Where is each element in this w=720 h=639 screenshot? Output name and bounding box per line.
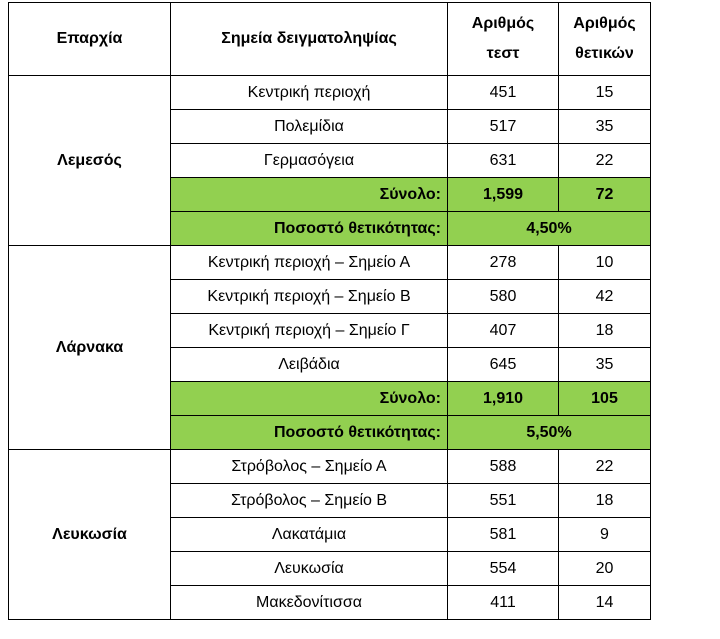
rate-label: Ποσοστό θετικότητας:	[170, 211, 448, 246]
table-row: Κεντρική περιοχή – Σημείο Γ 407 18	[9, 313, 651, 348]
number-cell: 15	[558, 75, 651, 110]
number-cell: 20	[558, 551, 651, 586]
province-cell: Λευκωσία	[8, 449, 171, 620]
header-cell: Σημεία δειγματοληψίας	[170, 2, 448, 76]
total-row: Σύνολο: 1,599 72	[9, 177, 651, 212]
site-cell: Στρόβολος – Σημείο Β	[170, 483, 448, 518]
site-cell: Κεντρική περιοχή – Σημείο Γ	[170, 313, 448, 348]
site-cell: Πολεμίδια	[170, 109, 448, 144]
site-cell: Κεντρική περιοχή – Σημείο Α	[170, 245, 448, 280]
number-cell: 407	[447, 313, 559, 348]
province-cell: Λάρνακα	[8, 245, 171, 450]
site-cell: Λειβάδια	[170, 347, 448, 382]
number-cell: 554	[447, 551, 559, 586]
total-tests: 1,910	[447, 381, 559, 416]
rate-value: 5,50%	[447, 415, 651, 450]
site-cell: Μακεδονίτισσα	[170, 585, 448, 620]
total-positives: 72	[558, 177, 651, 212]
header-cell: Αριθμός τεστ	[447, 2, 559, 76]
table-row: Κεντρική περιοχή – Σημείο Β 580 42	[9, 279, 651, 314]
rate-row: Ποσοστό θετικότητας: 4,50%	[9, 211, 651, 246]
data-table: Επαρχία Σημεία δειγματοληψίας Αριθμός τεστ…	[8, 2, 651, 620]
number-cell: 14	[558, 585, 651, 620]
table-row: Λευκωσία Στρόβολος – Σημείο Α 588 22	[8, 449, 651, 620]
table-row: Γερμασόγεια 631 22	[9, 143, 651, 178]
number-cell: 42	[558, 279, 651, 314]
rate-label: Ποσοστό θετικότητας:	[170, 415, 448, 450]
number-cell: 451	[447, 75, 559, 110]
number-cell: 35	[558, 109, 651, 144]
rate-value: 4,50%	[447, 211, 651, 246]
header-cell: Αριθμός θετικών	[558, 2, 651, 76]
table-row: Πολεμίδια 517 35	[9, 109, 651, 144]
number-cell: 580	[447, 279, 559, 314]
site-cell: Στρόβολος – Σημείο Α	[170, 449, 448, 484]
table-row: Λάρνακα Κεντρική περιοχή – Σημείο Α 278 10	[8, 245, 651, 450]
site-cell: Γερμασόγεια	[170, 143, 448, 178]
site-cell: Κεντρική περιοχή – Σημείο Β	[170, 279, 448, 314]
number-cell: 517	[447, 109, 559, 144]
number-cell: 9	[558, 517, 651, 552]
number-cell: 581	[447, 517, 559, 552]
site-cell: Κεντρική περιοχή	[170, 75, 448, 110]
number-cell: 18	[558, 483, 651, 518]
header-cell: Επαρχία	[8, 2, 171, 76]
site-cell: Λακατάμια	[170, 517, 448, 552]
total-positives: 105	[558, 381, 651, 416]
table-row: Μακεδονίτισσα 411 14	[9, 585, 651, 620]
number-cell: 10	[558, 245, 651, 280]
number-cell: 18	[558, 313, 651, 348]
number-cell: 588	[447, 449, 559, 484]
rate-row: Ποσοστό θετικότητας: 5,50%	[9, 415, 651, 450]
total-label: Σύνολο:	[170, 381, 448, 416]
number-cell: 411	[447, 585, 559, 620]
table-row: Λεμεσός Κεντρική περιοχή 451 15	[8, 75, 651, 246]
table-row: Στρόβολος – Σημείο Β 551 18	[9, 483, 651, 518]
number-cell: 645	[447, 347, 559, 382]
number-cell: 551	[447, 483, 559, 518]
province-cell: Λεμεσός	[8, 75, 171, 246]
table-row: Λειβάδια 645 35	[9, 347, 651, 382]
total-tests: 1,599	[447, 177, 559, 212]
site-cell: Λευκωσία	[170, 551, 448, 586]
header-row: Επαρχία Σημεία δειγματοληψίας Αριθμός τεστ…	[8, 2, 651, 76]
total-label: Σύνολο:	[170, 177, 448, 212]
number-cell: 278	[447, 245, 559, 280]
number-cell: 35	[558, 347, 651, 382]
number-cell: 22	[558, 143, 651, 178]
number-cell: 22	[558, 449, 651, 484]
number-cell: 631	[447, 143, 559, 178]
